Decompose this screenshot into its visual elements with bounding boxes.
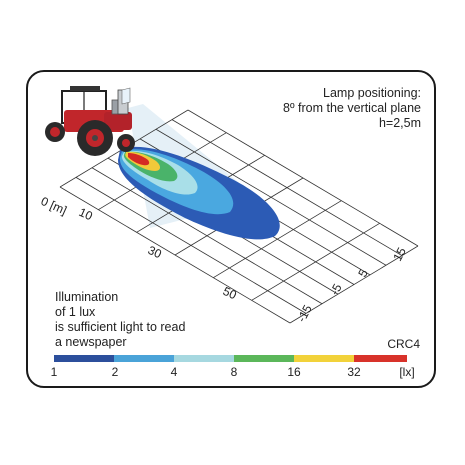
distance-tick-label: 50 (221, 284, 239, 302)
scale-label: 2 (111, 365, 119, 379)
tractor-illustration (45, 86, 135, 156)
scale-label: [lx] (399, 365, 415, 379)
lux-scale-bar (54, 355, 407, 362)
distance-tick-label: 10 (77, 205, 95, 223)
scale-label: 4 (170, 365, 178, 379)
lamp-text-line: Lamp positioning: (323, 86, 421, 100)
model-code: CRC4 (387, 337, 420, 351)
distance-tick-label: 30 (146, 243, 164, 261)
beam-zone-32lux (128, 153, 150, 166)
scale-label: 16 (287, 365, 301, 379)
scale-segment (54, 355, 114, 362)
scale-label: 1 (50, 365, 58, 379)
lateral-tick-label: 15 (390, 245, 409, 264)
scale-segment (354, 355, 407, 362)
illumination-note-line: of 1 lux (55, 305, 96, 319)
illumination-note-line: a newspaper (55, 335, 127, 349)
scale-segment (114, 355, 174, 362)
lamp-text-line: 8º from the vertical plane (283, 101, 421, 115)
scale-segment (294, 355, 354, 362)
grid-line (171, 119, 403, 256)
distance-axis-unit-label: 0 [m] (39, 194, 69, 218)
lateral-tick-label: 5 (355, 267, 371, 280)
grid-line (91, 167, 323, 305)
lateral-tick-label: -15 (294, 302, 315, 324)
illumination-note: Illumination of 1 lux is sufficient ligh… (55, 290, 185, 350)
illumination-note-line: Illumination (55, 290, 119, 304)
grid-line (187, 109, 419, 247)
scale-segment (234, 355, 294, 362)
beam-pattern (118, 146, 280, 240)
grid-line (75, 177, 307, 314)
scale-label: 32 (347, 365, 361, 379)
grid-line (59, 186, 291, 324)
illumination-note-line: is sufficient light to read (55, 320, 186, 334)
lateral-tick-label: -5 (327, 281, 345, 297)
grid-line (155, 128, 387, 266)
scale-segment (174, 355, 234, 362)
scale-label: 8 (230, 365, 238, 379)
lamp-text-line: h=2,5m (378, 116, 421, 130)
lamp-positioning-text: Lamp positioning: 8º from the vertical p… (283, 86, 421, 131)
